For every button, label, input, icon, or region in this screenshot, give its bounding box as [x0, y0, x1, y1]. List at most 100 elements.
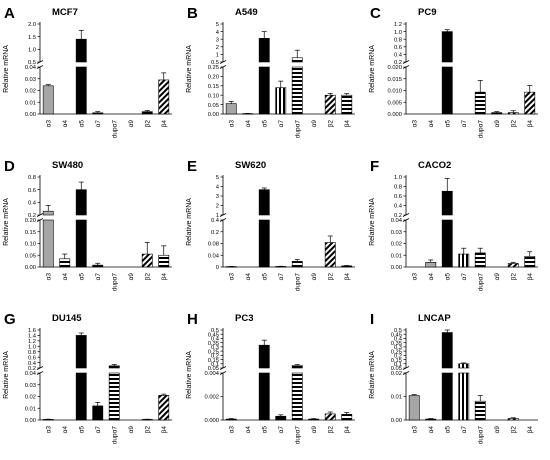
- bar-2-lower: [75, 219, 87, 268]
- upper-y-tick-label: 0.5: [211, 328, 219, 334]
- panel-letter: H: [187, 311, 198, 328]
- bar-6: [507, 263, 519, 268]
- upper-y-tick-label: 0.25: [208, 349, 219, 355]
- upper-y-tick-label: 0.05: [208, 366, 219, 372]
- lower-y-tick-label: 0.4: [211, 218, 220, 224]
- bar-3: [275, 87, 287, 115]
- upper-y-tick-label: 1.6: [28, 328, 36, 334]
- x-tick-label-3: α7: [95, 120, 102, 128]
- upper-y-tick-label: 0.4: [28, 361, 37, 367]
- x-tick-label-7: β4: [344, 426, 351, 434]
- lower-y-tick-label: 0.03: [25, 77, 36, 83]
- lower-y-tick-label: 0.01: [25, 100, 36, 106]
- panel-f: F CACO2 Relative mRNA 0.2 0.4 0.6 0.8 1.0 0.00 0.…: [369, 158, 538, 291]
- upper-y-tick-label: 0.4: [211, 337, 220, 343]
- x-tick-label-4: dupα7: [477, 120, 484, 139]
- bar-5: [308, 418, 320, 421]
- upper-y-tick-label: 4: [216, 185, 220, 191]
- x-tick-label-5: α9: [311, 273, 318, 281]
- bar-3-lower: [458, 372, 470, 421]
- upper-y-tick-label: 0.2: [394, 213, 402, 219]
- lower-y-tick-label: 0.15: [25, 230, 36, 236]
- x-tick-label-2: α5: [261, 273, 268, 281]
- bar-0: [42, 85, 54, 115]
- upper-y-tick-label: 0.2: [394, 354, 402, 360]
- bar-4-lower: [291, 66, 303, 115]
- y-axis-label: Relative mRNA: [369, 45, 376, 93]
- bar-4: [291, 261, 303, 268]
- x-tick-label-3: α7: [278, 273, 285, 281]
- y-axis-label: Relative mRNA: [369, 351, 376, 399]
- bar-7: [341, 414, 353, 421]
- x-tick-label-1: α4: [62, 426, 69, 434]
- upper-y-tick-label: 0.15: [208, 358, 219, 364]
- y-axis-label: Relative mRNA: [3, 198, 10, 246]
- lower-y-tick-label: 0.20: [25, 218, 36, 224]
- upper-y-tick-label: 0.8: [28, 175, 36, 181]
- bar-4-upper: [108, 365, 120, 369]
- x-tick-label-5: α9: [311, 426, 318, 434]
- x-tick-label-7: β4: [344, 273, 351, 281]
- lower-y-tick-label: 0.10: [208, 93, 219, 99]
- upper-y-tick-label: 2: [216, 204, 219, 210]
- x-tick-label-6: β2: [144, 120, 151, 128]
- x-tick-label-4: dupα7: [111, 426, 118, 445]
- upper-y-tick-label: 0.4: [28, 201, 37, 207]
- x-tick-label-0: α3: [228, 273, 235, 281]
- upper-y-tick-label: 0.25: [391, 349, 402, 355]
- bar-1: [425, 262, 437, 268]
- x-tick-label-1: α4: [245, 273, 252, 281]
- bar-2-upper: [441, 332, 453, 369]
- bar-7: [158, 79, 170, 115]
- x-tick-label-3: α7: [461, 273, 468, 281]
- x-tick-label-2: α5: [78, 120, 85, 128]
- x-tick-label-1: α4: [428, 426, 435, 434]
- bar-6: [324, 94, 336, 115]
- bar-4-upper: [291, 57, 303, 63]
- upper-y-tick-label: 1: [216, 213, 219, 219]
- x-tick-label-5: α9: [494, 426, 501, 434]
- bar-2-upper: [75, 335, 87, 369]
- bar-3: [275, 415, 287, 421]
- x-tick-label-0: α3: [45, 120, 52, 128]
- lower-y-tick-label: 0.04: [25, 371, 37, 377]
- bar-7: [341, 265, 353, 268]
- upper-y-tick-label: 0.05: [391, 366, 402, 372]
- panel-title: SW480: [52, 160, 83, 171]
- upper-y-tick-label: 0.4: [394, 53, 403, 59]
- x-tick-label-4: dupα7: [294, 273, 301, 292]
- upper-y-tick-label: 0.5: [28, 60, 36, 66]
- x-tick-label-5: α9: [494, 273, 501, 281]
- bar-2-lower: [441, 372, 453, 421]
- panel-letter: A: [4, 5, 15, 22]
- lower-y-tick-label: 0.20: [208, 75, 219, 81]
- bar-4: [474, 252, 486, 268]
- panel-title: SW620: [235, 160, 266, 171]
- x-tick-label-3: α7: [278, 426, 285, 434]
- upper-y-tick-label: 1.0: [28, 48, 36, 54]
- y-axis-label: Relative mRNA: [186, 45, 193, 93]
- x-tick-label-1: α4: [428, 120, 435, 128]
- x-tick-label-4: dupα7: [111, 120, 118, 139]
- upper-y-tick-label: 2: [216, 45, 219, 51]
- panel-title: MCF7: [52, 7, 78, 18]
- bar-5: [491, 112, 503, 115]
- panel-letter: B: [187, 5, 198, 22]
- x-tick-label-5: α9: [128, 273, 135, 281]
- panel-g: G DU145 Relative mRNA 0.20.40.60.81.01.21.4…: [3, 311, 172, 444]
- panel-letter: D: [4, 158, 15, 175]
- bar-2-upper: [258, 189, 270, 216]
- upper-y-tick-label: 1.4: [28, 334, 37, 340]
- panel-c: C PC9 Relative mRNA 0.20.4 0.6 0.81.0 1.2 0.000…: [369, 5, 538, 138]
- lower-y-tick-label: 0.00: [25, 418, 36, 424]
- bar-2-lower: [441, 66, 453, 115]
- lower-y-tick-label: 0.005: [387, 100, 402, 106]
- x-tick-label-3: α7: [461, 426, 468, 434]
- x-tick-label-5: α9: [128, 426, 135, 434]
- upper-y-tick-label: 1: [216, 53, 219, 59]
- panel-letter: F: [370, 158, 379, 175]
- y-axis-label: Relative mRNA: [3, 351, 10, 399]
- upper-y-tick-label: 1.0: [394, 30, 402, 36]
- upper-y-tick-label: 0.8: [394, 37, 402, 43]
